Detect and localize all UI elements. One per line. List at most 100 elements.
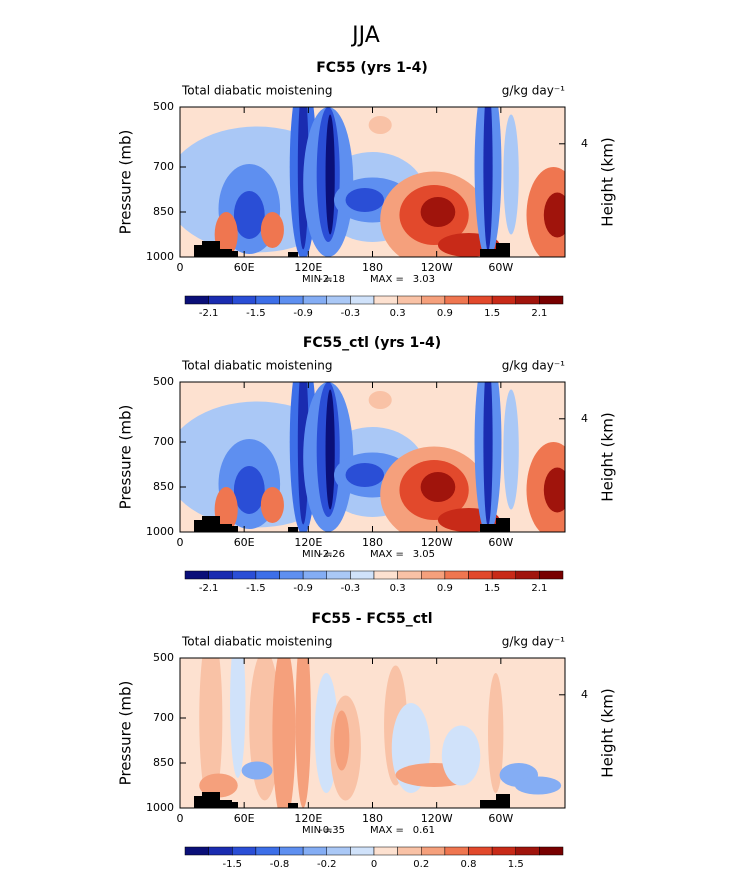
colorbar-box <box>491 846 516 856</box>
colorbar-box <box>326 295 351 305</box>
y-axis-label: Pressure (mb) <box>117 130 135 235</box>
x-tick-label: 120E <box>294 261 322 274</box>
x-tick-label: 180 <box>362 536 383 549</box>
colorbar-label: -0.3 <box>341 308 361 319</box>
min-value: -2.26 <box>319 549 345 560</box>
y-axis-label: Pressure (mb) <box>117 405 135 510</box>
colorbar-box <box>373 295 398 305</box>
contour-region <box>325 389 335 510</box>
y-tick-label: 500 <box>153 651 174 664</box>
y-tick-label: 1000 <box>146 801 174 814</box>
contour-field <box>180 658 565 808</box>
colorbar-label: -0.9 <box>293 308 313 319</box>
colorbar-box <box>350 295 375 305</box>
min-label: MIN = <box>302 274 333 285</box>
colorbar-box <box>326 846 351 856</box>
colorbar-box <box>397 846 422 856</box>
x-tick-label: 0 <box>177 261 184 274</box>
contour-field <box>180 107 565 257</box>
colorbar-label: 0.9 <box>437 583 453 594</box>
min-value: -2.18 <box>319 274 345 285</box>
x-tick-label: 180 <box>362 261 383 274</box>
y-tick-label: 1000 <box>146 525 174 538</box>
contour-region <box>325 114 335 235</box>
colorbar-box <box>373 570 398 580</box>
y-tick-label: 850 <box>153 205 174 218</box>
topography <box>496 243 510 257</box>
colorbar-box <box>421 295 446 305</box>
colorbar-box <box>491 295 516 305</box>
x-tick-label: 120W <box>421 536 453 549</box>
colorbar-box <box>255 570 280 580</box>
topography <box>288 252 298 257</box>
colorbar-box <box>232 295 257 305</box>
colorbar-box <box>515 846 540 856</box>
contour-field <box>180 382 565 532</box>
units-label: g/kg day⁻¹ <box>502 635 565 649</box>
x-tick-label: 120W <box>421 261 453 274</box>
panel-title: FC55 - FC55_ctl <box>312 611 433 627</box>
max-label: MAX = <box>370 274 404 285</box>
colorbar-label: 2.1 <box>531 308 547 319</box>
contour-region <box>260 487 284 523</box>
colorbar-box <box>491 570 516 580</box>
colorbar-box <box>208 846 233 856</box>
colorbar-label: 0 <box>371 859 377 870</box>
contour-region <box>233 466 265 514</box>
colorbar-box <box>279 570 304 580</box>
max-value: 0.61 <box>413 825 435 836</box>
x-tick-label: 180 <box>362 812 383 825</box>
y-tick-label: 1000 <box>146 250 174 263</box>
x-tick-label: 120E <box>294 812 322 825</box>
min-value: -0.35 <box>319 825 345 836</box>
y-tick-label: 850 <box>153 480 174 493</box>
colorbar-box <box>302 846 327 856</box>
panel-title: FC55_ctl (yrs 1-4) <box>303 335 441 351</box>
contour-region <box>368 391 392 409</box>
topography <box>210 524 232 532</box>
topography <box>496 518 510 532</box>
min-label: MIN = <box>302 549 333 560</box>
y-tick-label: 700 <box>153 435 174 448</box>
colorbar-label: -2.1 <box>199 308 219 319</box>
x-tick-label: 0 <box>177 812 184 825</box>
y-tick-label: 500 <box>153 375 174 388</box>
panel-subtitle: Total diabatic moistening <box>181 84 332 98</box>
panel-title: FC55 (yrs 1-4) <box>316 60 428 76</box>
colorbar-box <box>421 846 446 856</box>
contour-region <box>199 773 238 798</box>
contour-region <box>214 212 238 257</box>
colorbar-box <box>184 846 209 856</box>
colorbar-box <box>373 846 398 856</box>
contour-region <box>345 463 385 487</box>
colorbar-label: 0.9 <box>437 308 453 319</box>
colorbar-box <box>539 570 564 580</box>
colorbar-box <box>350 570 375 580</box>
topography <box>224 802 238 808</box>
colorbar-label: 2.1 <box>531 583 547 594</box>
colorbar-box <box>421 570 446 580</box>
colorbar-box <box>515 295 540 305</box>
y-axis-label: Pressure (mb) <box>117 681 135 786</box>
colorbar-box <box>397 570 422 580</box>
units-label: g/kg day⁻¹ <box>502 359 565 373</box>
panel-subtitle: Total diabatic moistening <box>181 359 332 373</box>
contour-region <box>199 658 223 808</box>
topography <box>496 794 510 808</box>
contour-region <box>503 114 519 235</box>
colorbar-label: -1.5 <box>246 583 266 594</box>
x-tick-label: 0 <box>177 536 184 549</box>
topography <box>224 526 238 532</box>
colorbar-box <box>279 846 304 856</box>
colorbar-box <box>255 846 280 856</box>
colorbar-box <box>350 846 375 856</box>
colorbar-box <box>515 570 540 580</box>
topography <box>480 249 496 257</box>
contour-region <box>345 188 385 212</box>
colorbar-box <box>279 295 304 305</box>
colorbar-label: -2.1 <box>199 583 219 594</box>
colorbar-label: -0.9 <box>293 583 313 594</box>
colorbar-box <box>468 295 493 305</box>
contour-region <box>503 389 519 510</box>
